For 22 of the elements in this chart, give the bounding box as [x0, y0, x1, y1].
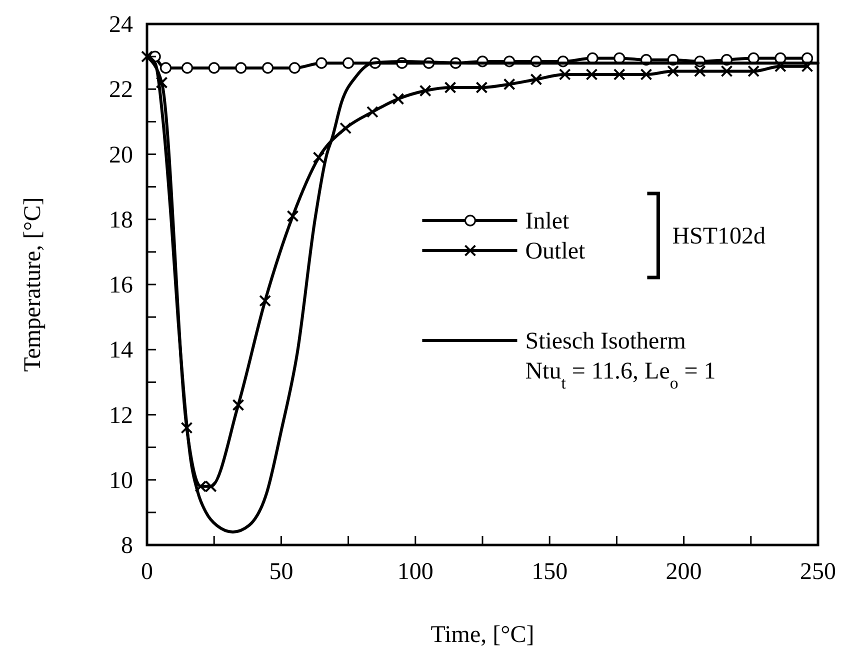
legend-label: Inlet	[525, 208, 570, 235]
y-tick-label: 22	[109, 77, 133, 104]
x-tick-label: 50	[269, 559, 294, 585]
y-tick-label: 14	[109, 338, 133, 364]
y-tick-label: 12	[109, 402, 133, 429]
x-tick-label: 0	[141, 559, 153, 585]
y-tick-label: 10	[109, 468, 133, 494]
y-tick-label: 8	[121, 533, 133, 559]
x-tick-label: 100	[397, 559, 434, 585]
annotation: HST102d	[672, 224, 766, 250]
legend-label: Stiesch Isotherm	[525, 328, 686, 355]
y-axis-title: Temperature, [°C]	[20, 197, 46, 372]
annotation: Ntu$_{t}$ = 11.6, Le$_{o}$ = 1	[525, 358, 716, 392]
x-tick-label: 250	[800, 559, 836, 585]
y-tick-label: 24	[109, 12, 133, 38]
x-tick-label: 150	[532, 559, 568, 585]
x-tick-label: 200	[666, 559, 702, 585]
y-tick-label: 20	[109, 142, 133, 168]
legend-label: Outlet	[525, 238, 586, 265]
y-tick-label: 18	[109, 207, 133, 234]
x-axis-title: Time, [°C]	[430, 622, 534, 648]
y-tick-label: 16	[109, 272, 133, 298]
